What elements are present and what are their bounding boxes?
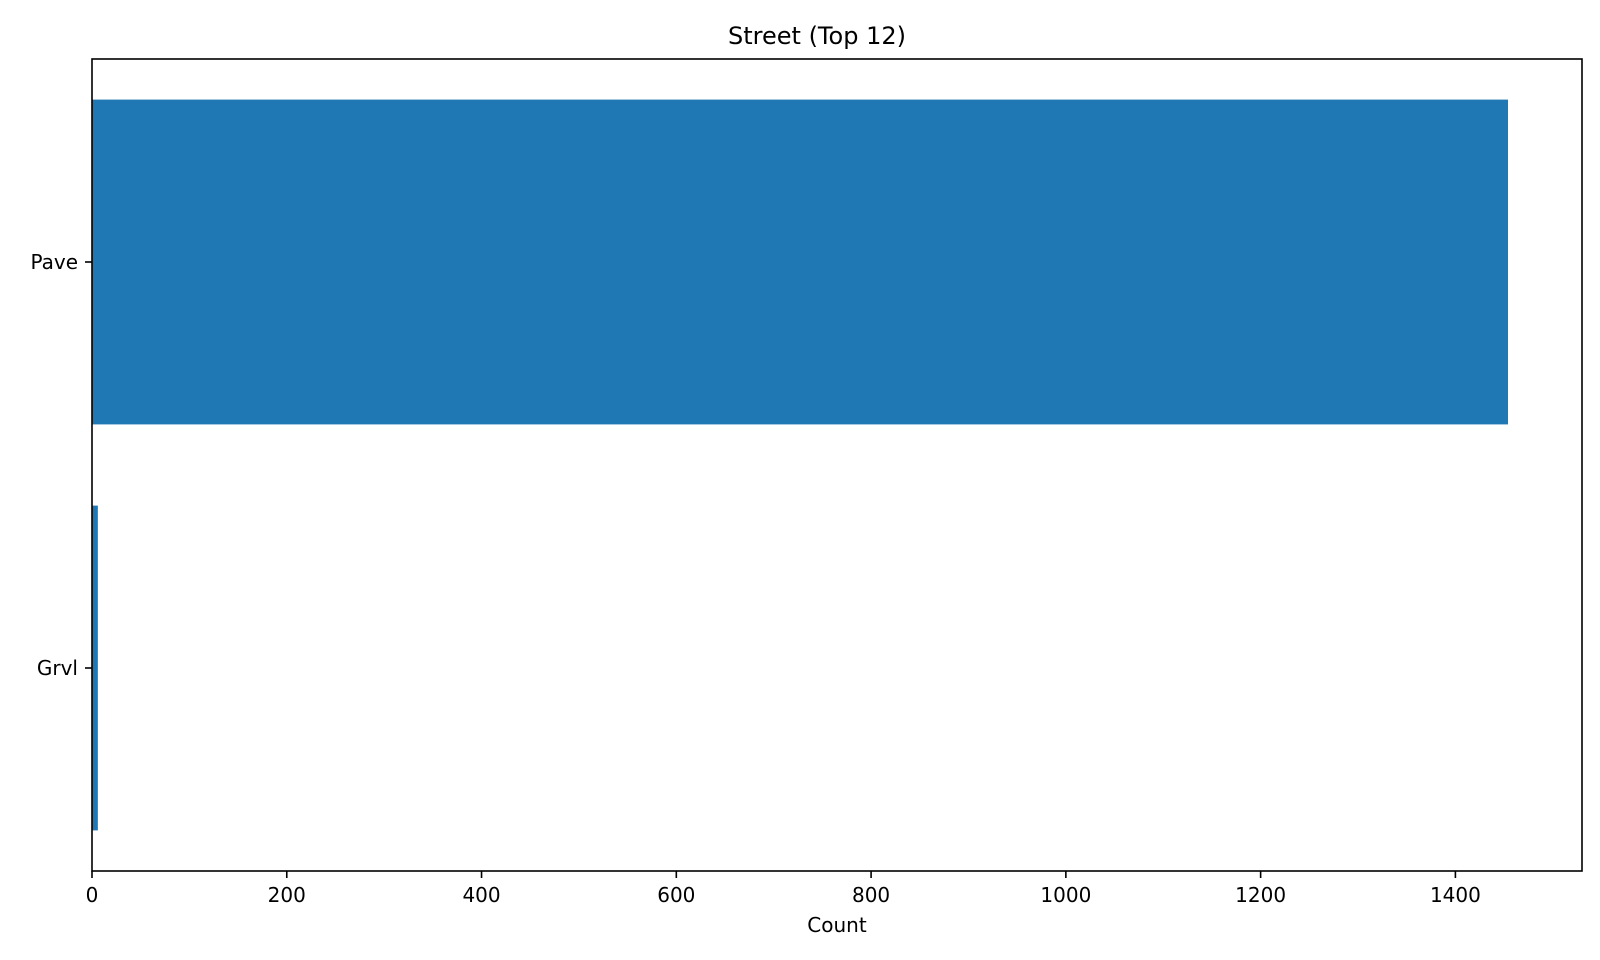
y-tick-label-grvl: Grvl [37, 656, 78, 680]
x-tick-label-800: 800 [852, 883, 890, 907]
x-tick-label-0: 0 [86, 883, 99, 907]
y-axis-ticks: Pave Grvl [30, 250, 92, 680]
x-tick-label-400: 400 [462, 883, 500, 907]
bar-pave [92, 99, 1508, 425]
bar-grvl [92, 505, 98, 831]
x-axis-ticks: 0 200 400 600 800 1000 1200 1400 [86, 871, 1481, 907]
plot-frame [91, 58, 1583, 872]
x-tick-label-1000: 1000 [1040, 883, 1091, 907]
x-tick-label-1400: 1400 [1430, 883, 1481, 907]
chart-title: Street (Top 12) [728, 22, 906, 50]
x-tick-label-1200: 1200 [1235, 883, 1286, 907]
x-axis-label: Count [807, 913, 867, 937]
bars-group [92, 99, 1508, 831]
x-tick-label-200: 200 [268, 883, 306, 907]
y-tick-label-pave: Pave [30, 250, 78, 274]
x-tick-label-600: 600 [657, 883, 695, 907]
